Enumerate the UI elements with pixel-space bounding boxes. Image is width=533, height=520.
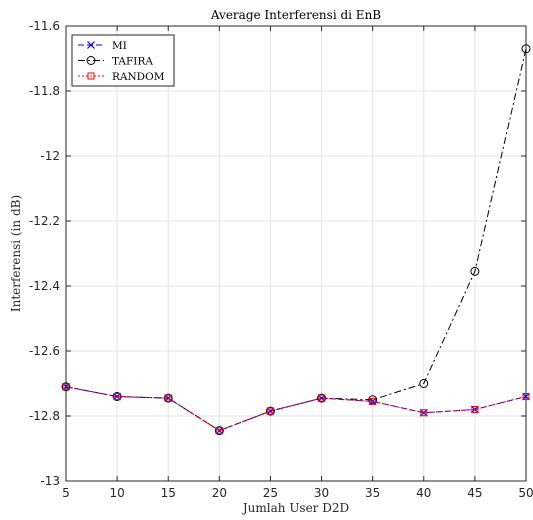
data-point-random [471,406,479,413]
y-tick-label: -12.4 [29,279,60,293]
data-point-random [62,383,70,391]
marker-stroke [419,408,428,417]
x-tick-label: 30 [314,486,329,500]
data-point-mi [164,394,173,403]
data-point-random [113,393,121,400]
legend: MI TAFIRA RANDOM [71,34,175,87]
y-tick-label: -12.2 [29,214,60,228]
axis-ticks: 5 10 15 20 25 30 35 40 45 50 -11.6 -11.8 -12 -12.2 -12… [29,19,533,500]
marker-stroke [266,407,275,416]
series-random [62,383,530,435]
x-tick-label: 35 [365,486,380,500]
x-tick-label: 25 [263,486,278,500]
data-point-random [318,394,326,402]
legend-label: MI [112,40,127,52]
legend-marker [86,56,96,65]
marker-stroke [215,426,224,435]
legend-marker [87,41,95,49]
x-axis-label: Jumlah User D2D [241,501,349,515]
y-tick-label: -13 [40,474,60,488]
marker-stroke [164,394,173,403]
data-point-mi [317,394,326,403]
legend-item-tafira: TAFIRA [78,56,153,68]
data-point-random [369,397,377,405]
legend-marker [87,72,95,80]
data-point-tafira [61,382,71,392]
marker-stroke [522,392,530,401]
x-tick-label: 10 [109,486,124,500]
marker-stroke [87,41,95,49]
data-point-random [522,393,530,400]
plot-area-frame [65,25,527,482]
grid [66,26,526,481]
data-point-random [420,409,428,417]
y-tick-label: -12 [40,149,60,163]
marker-stroke [317,394,326,403]
legend-item-mi: MI [78,40,127,52]
data-point-mi [419,408,428,417]
data-point-tafira [368,395,378,405]
legend-label: RANDOM [112,71,165,83]
y-axis-label: Interferensi (in dB) [9,195,23,312]
x-tick-label: 40 [416,486,431,500]
data-point-mi [368,397,377,406]
x-tick-label: 50 [518,486,533,500]
data-point-tafira [214,426,224,436]
data-point-tafira [470,266,480,276]
y-tick-label: -12.8 [29,409,60,423]
data-point-mi [522,392,530,401]
x-tick-label: 5 [62,486,70,500]
data-point-tafira [265,406,275,416]
data-point-mi [215,426,224,435]
y-tick-label: -11.8 [29,84,60,98]
data-point-mi [266,407,275,416]
data-point-random [266,407,274,415]
legend-item-random: RANDOM [78,71,165,83]
y-tick-label: -11.6 [29,19,60,33]
data-point-random [215,427,223,435]
marker-stroke [368,397,377,406]
legend-label: TAFIRA [112,56,153,68]
x-tick-label: 15 [161,486,176,500]
x-tick-label: 45 [467,486,482,500]
data-point-tafira [521,44,531,54]
data-point-tafira [419,379,429,388]
chart-title: Average Interferensi di EnB [210,8,381,22]
x-tick-label: 20 [212,486,227,500]
series-lines [61,44,531,436]
series-line-random [65,386,527,432]
y-tick-label: -12.6 [29,344,60,358]
data-point-random [164,394,172,402]
